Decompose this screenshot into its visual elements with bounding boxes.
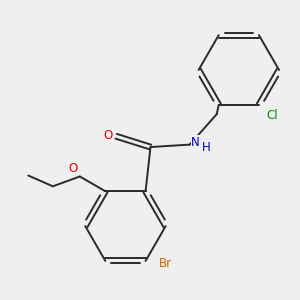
- Text: N: N: [191, 136, 200, 148]
- Text: Cl: Cl: [266, 109, 278, 122]
- Text: O: O: [68, 161, 77, 175]
- Text: H: H: [202, 140, 210, 154]
- Text: O: O: [103, 129, 112, 142]
- Text: Br: Br: [159, 257, 172, 270]
